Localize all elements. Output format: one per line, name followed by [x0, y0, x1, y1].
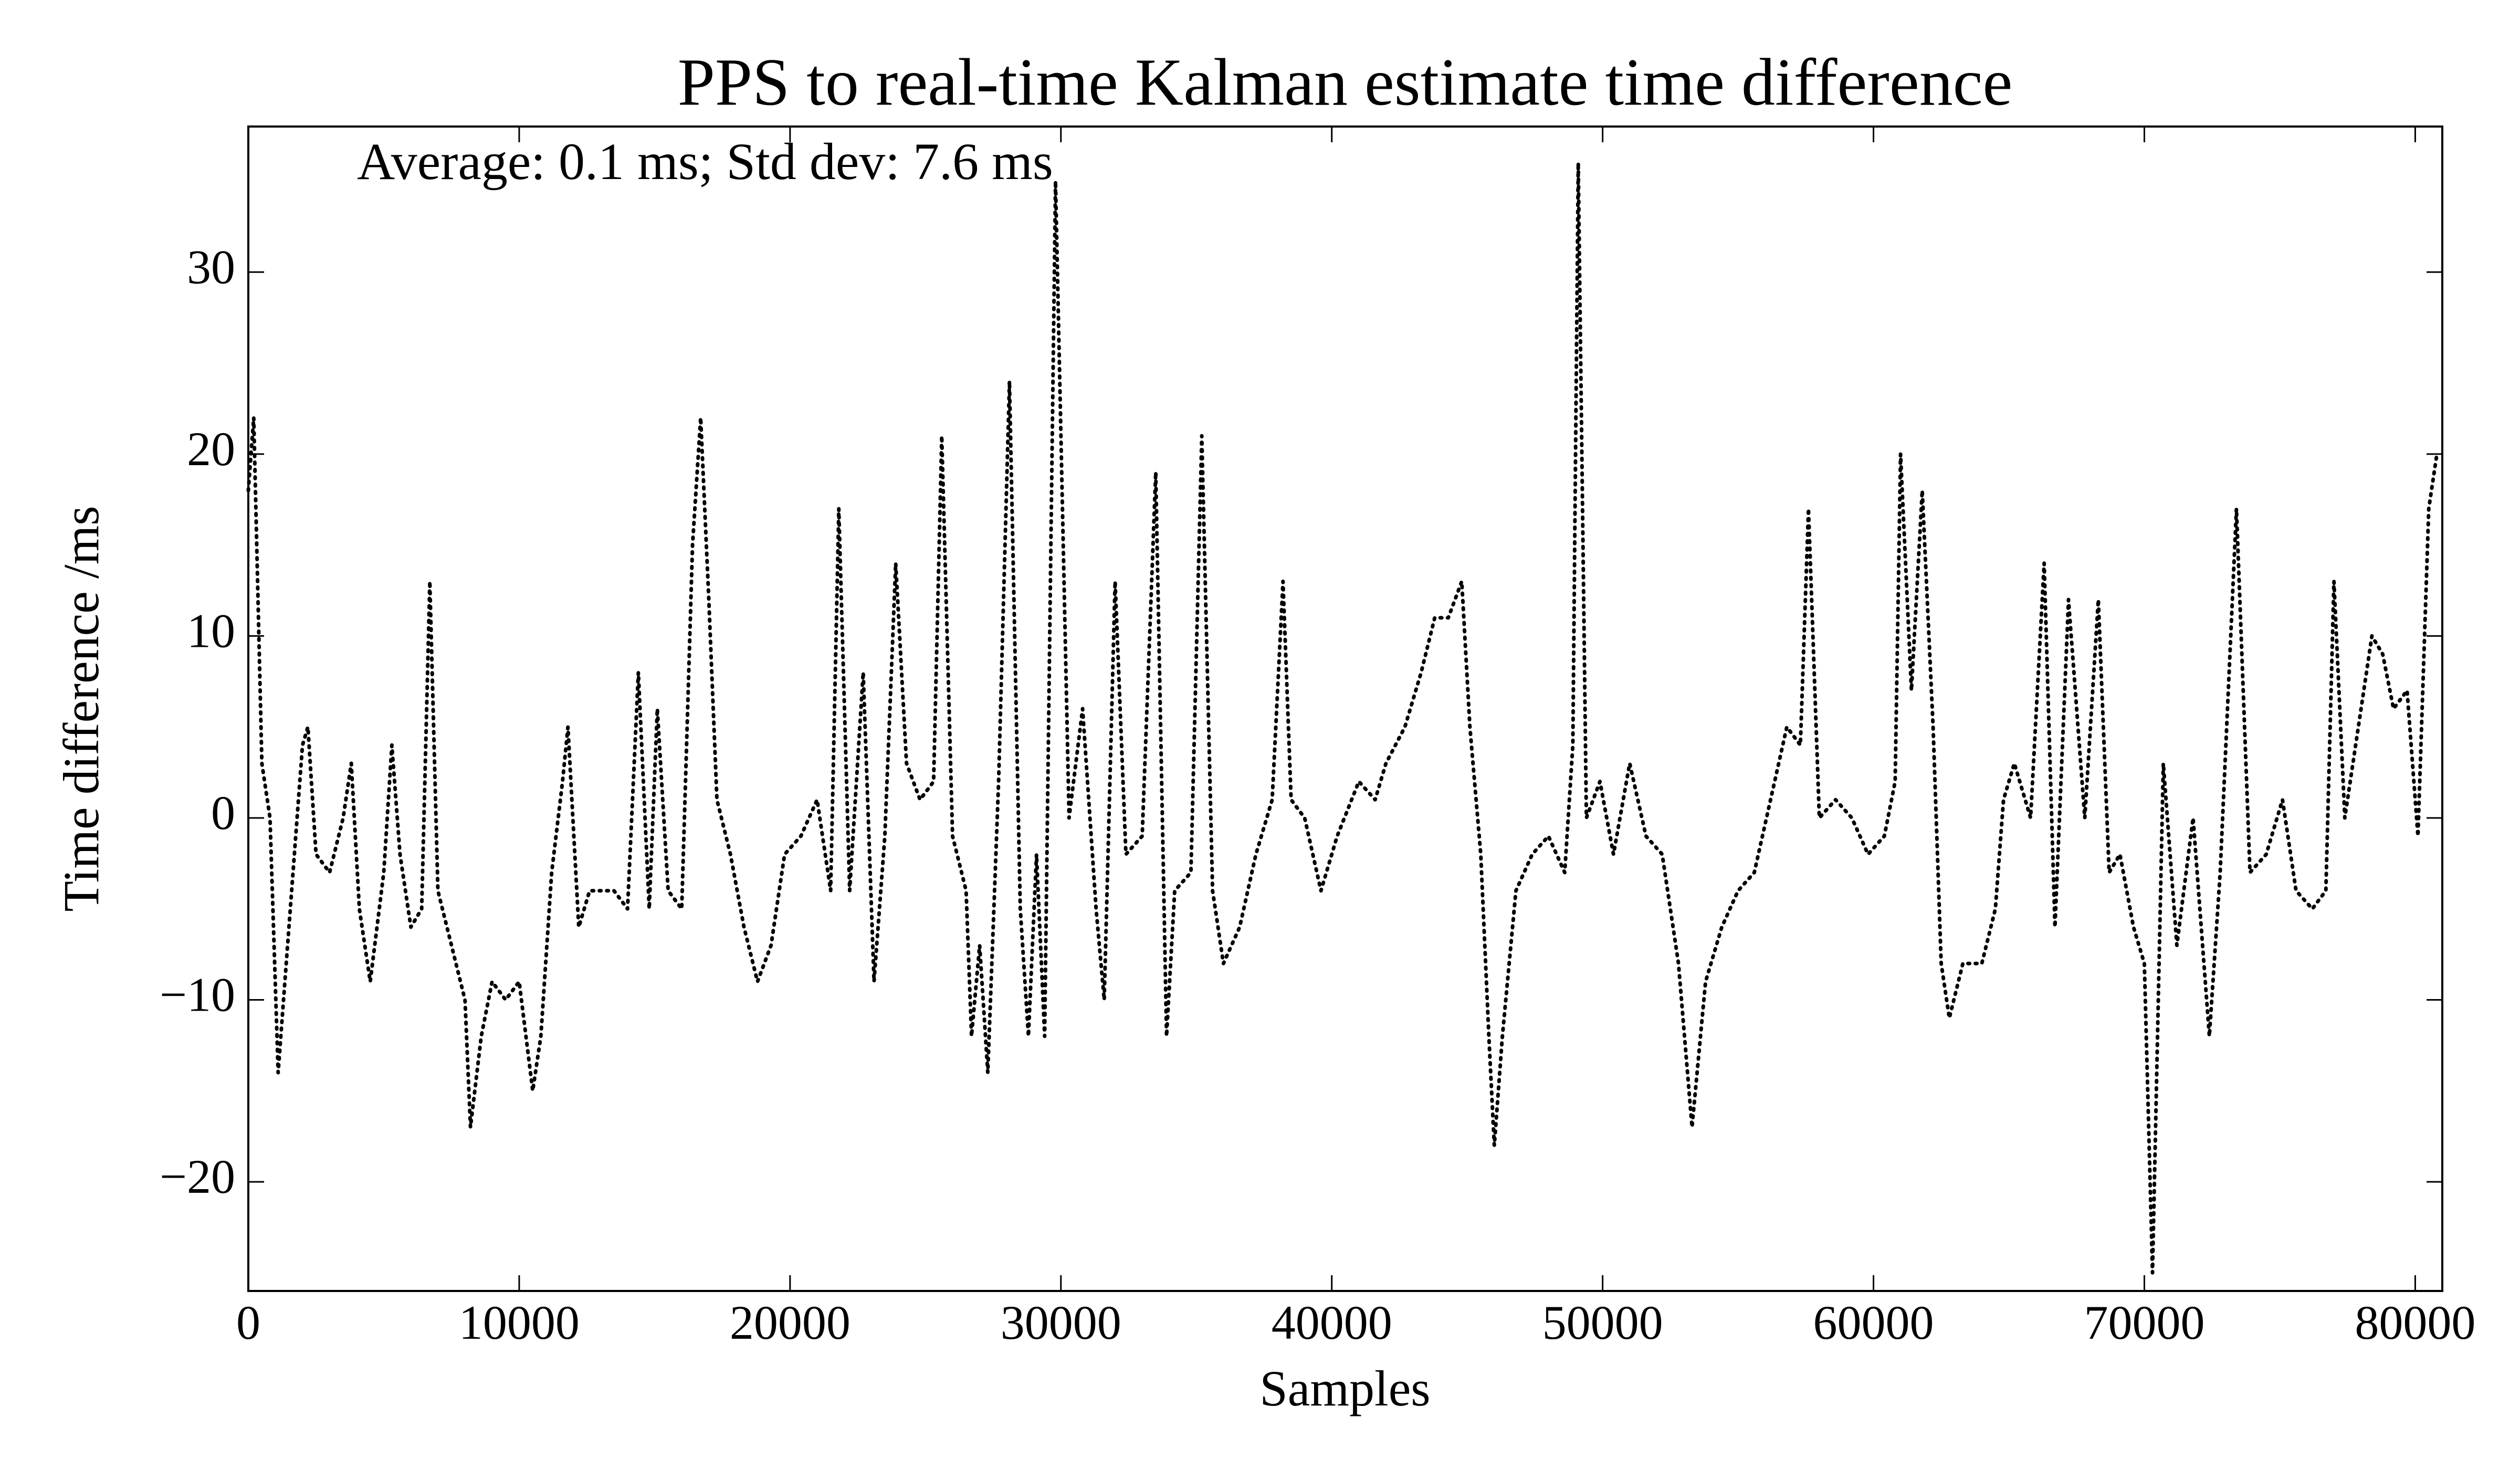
x-tick-label: 70000	[2084, 1296, 2204, 1349]
x-tick-label: 80000	[2355, 1296, 2475, 1349]
y-tick-label: 30	[187, 240, 235, 293]
y-tick-label: 20	[187, 422, 235, 476]
chart-title: PPS to real-time Kalman estimate time di…	[678, 45, 2013, 119]
y-tick-label: 0	[211, 786, 235, 839]
x-tick-label: 10000	[459, 1296, 580, 1349]
annotation: Average: 0.1 ms; Std dev: 7.6 ms	[357, 132, 1053, 191]
x-tick-label: 60000	[1813, 1296, 1934, 1349]
x-tick-label: 30000	[1001, 1296, 1121, 1349]
y-tick-label: 10	[187, 604, 235, 657]
plot-frame	[247, 125, 2443, 1292]
x-tick-label: 20000	[730, 1296, 850, 1349]
x-tick-label: 0	[236, 1296, 260, 1349]
data-line	[246, 161, 2439, 1275]
y-tick-label: −10	[160, 968, 235, 1022]
x-tick-label: 50000	[1542, 1296, 1663, 1349]
y-tick-label: −20	[160, 1150, 235, 1203]
x-axis-label: Samples	[1259, 1360, 1430, 1416]
x-tick-label: 40000	[1272, 1296, 1392, 1349]
y-axis-label: Time difference /ms	[53, 506, 109, 911]
